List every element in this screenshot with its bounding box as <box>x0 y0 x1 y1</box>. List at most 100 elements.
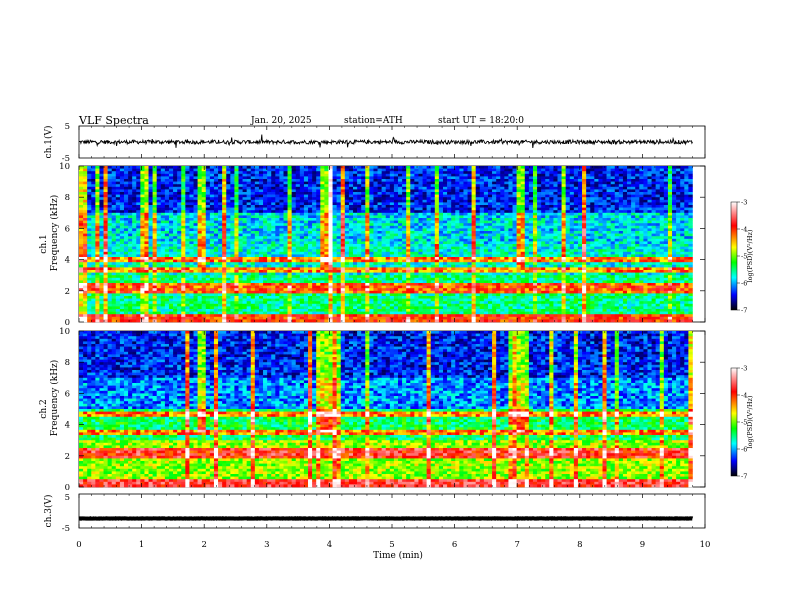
spectrogram-cell <box>136 298 141 302</box>
spectrogram-cell <box>324 236 329 240</box>
spectrogram-cell <box>303 238 309 242</box>
spectrogram-cell <box>254 309 260 312</box>
spectrogram-cell <box>246 218 252 221</box>
spectrogram-cell <box>242 184 247 188</box>
spectrogram-cell <box>275 223 280 227</box>
spectrogram-cell <box>295 202 301 206</box>
spectrogram-cell <box>91 311 96 315</box>
spectrogram-cell <box>279 288 284 292</box>
spectrogram-cell <box>205 233 211 237</box>
spectrogram-cell <box>246 176 252 180</box>
spectrogram-cell <box>348 298 354 302</box>
spectrogram-cell <box>320 236 325 240</box>
spectrogram-cell <box>316 210 321 214</box>
spectrogram-cell <box>91 218 96 221</box>
spectrogram-cell <box>258 166 264 169</box>
spectrogram-cell <box>205 309 211 312</box>
spectrogram-cell <box>177 275 182 279</box>
spectrogram-cell <box>267 189 272 193</box>
spectrogram-cell <box>357 257 362 260</box>
spectrogram-cell <box>136 262 141 266</box>
spectrogram-cell <box>132 207 137 211</box>
spectrogram-cell <box>267 309 272 312</box>
spectrogram-cell <box>373 272 378 276</box>
spectrogram-cell <box>79 197 84 201</box>
spectrogram-cell <box>263 314 268 318</box>
spectrogram-cell <box>271 238 276 242</box>
spectrogram-cell <box>373 236 378 240</box>
spectrogram-cell <box>226 283 231 286</box>
spectrogram-cell <box>152 303 158 307</box>
spectrogram-cell <box>173 254 178 258</box>
spectrogram-cell <box>393 210 399 214</box>
spectrogram-cell <box>344 316 350 320</box>
spectrogram-cell <box>369 288 374 292</box>
spectrogram-cell <box>406 277 411 281</box>
spectrogram-cell <box>275 199 280 203</box>
spectrogram-cell <box>226 236 231 240</box>
spectrogram-cell <box>213 199 219 203</box>
spectrogram-cell <box>348 280 354 284</box>
spectrogram-cell <box>320 207 325 211</box>
spectrogram-cell <box>95 264 100 268</box>
spectrogram-cell <box>230 171 235 175</box>
spectrogram-cell <box>320 270 325 273</box>
spectrogram-cell <box>402 212 407 216</box>
spectrogram-cell <box>308 233 313 237</box>
spectrogram-cell <box>361 215 366 219</box>
spectrogram-cell <box>353 192 358 195</box>
spectrogram-cell <box>189 303 194 307</box>
spectrogram-cell <box>328 189 333 193</box>
spectrogram-cell <box>291 184 297 188</box>
spectrogram-cell <box>258 215 264 219</box>
spectrogram-cell <box>275 233 280 237</box>
spectrogram-cell <box>218 316 223 320</box>
spectrogram-cell <box>173 280 178 284</box>
spectrogram-cell <box>234 272 239 276</box>
spectrogram-cell <box>250 309 256 312</box>
spectrogram-cell <box>156 212 162 216</box>
spectrogram-cell <box>324 290 329 294</box>
spectrogram-cell <box>373 280 378 284</box>
spectrogram-cell <box>123 173 129 177</box>
spectrogram-cell <box>168 205 174 208</box>
spectrogram-cell <box>107 228 113 232</box>
spectrogram-cell <box>189 257 194 260</box>
spectrogram-cell <box>381 236 387 240</box>
spectrogram-cell <box>283 301 288 305</box>
spectrogram-cell <box>213 277 219 281</box>
spectrogram-cell <box>119 225 125 229</box>
spectrogram-cell <box>312 262 317 266</box>
spectrogram-cell <box>283 298 288 302</box>
spectrogram-cell <box>185 215 190 219</box>
spectrogram-cell <box>263 311 268 315</box>
spectrogram-cell <box>168 218 174 221</box>
spectrogram-cell <box>267 275 272 279</box>
spectrogram-cell <box>99 207 104 211</box>
spectrogram-cell <box>275 228 280 232</box>
spectrogram-cell <box>328 316 333 320</box>
spectrogram-cell <box>320 301 325 305</box>
spectrogram-cell <box>344 288 350 292</box>
spectrogram-cell <box>377 283 382 286</box>
spectrogram-cell <box>168 306 174 310</box>
spectrogram-cell <box>177 238 182 242</box>
spectrogram-cell <box>353 285 358 289</box>
spectrogram-cell <box>189 280 194 284</box>
spectrogram-cell <box>299 223 305 227</box>
spectrogram-cell <box>340 319 346 323</box>
spectrogram-cell <box>275 207 280 211</box>
spectrogram-cell <box>128 301 133 305</box>
spectrogram-cell <box>107 238 113 242</box>
spectrogram-cell <box>222 262 227 266</box>
spectrogram-cell <box>226 298 231 302</box>
spectrogram-cell <box>316 285 321 289</box>
spectrogram-cell <box>377 215 382 219</box>
spectrogram-cell <box>160 218 166 221</box>
spectrogram-cell <box>275 194 280 198</box>
spectrogram-cell <box>140 285 145 289</box>
spectrogram-cell <box>87 251 92 255</box>
spectrogram-cell <box>271 262 276 266</box>
spectrogram-cell <box>344 225 350 229</box>
spectrogram-cell <box>365 225 370 229</box>
